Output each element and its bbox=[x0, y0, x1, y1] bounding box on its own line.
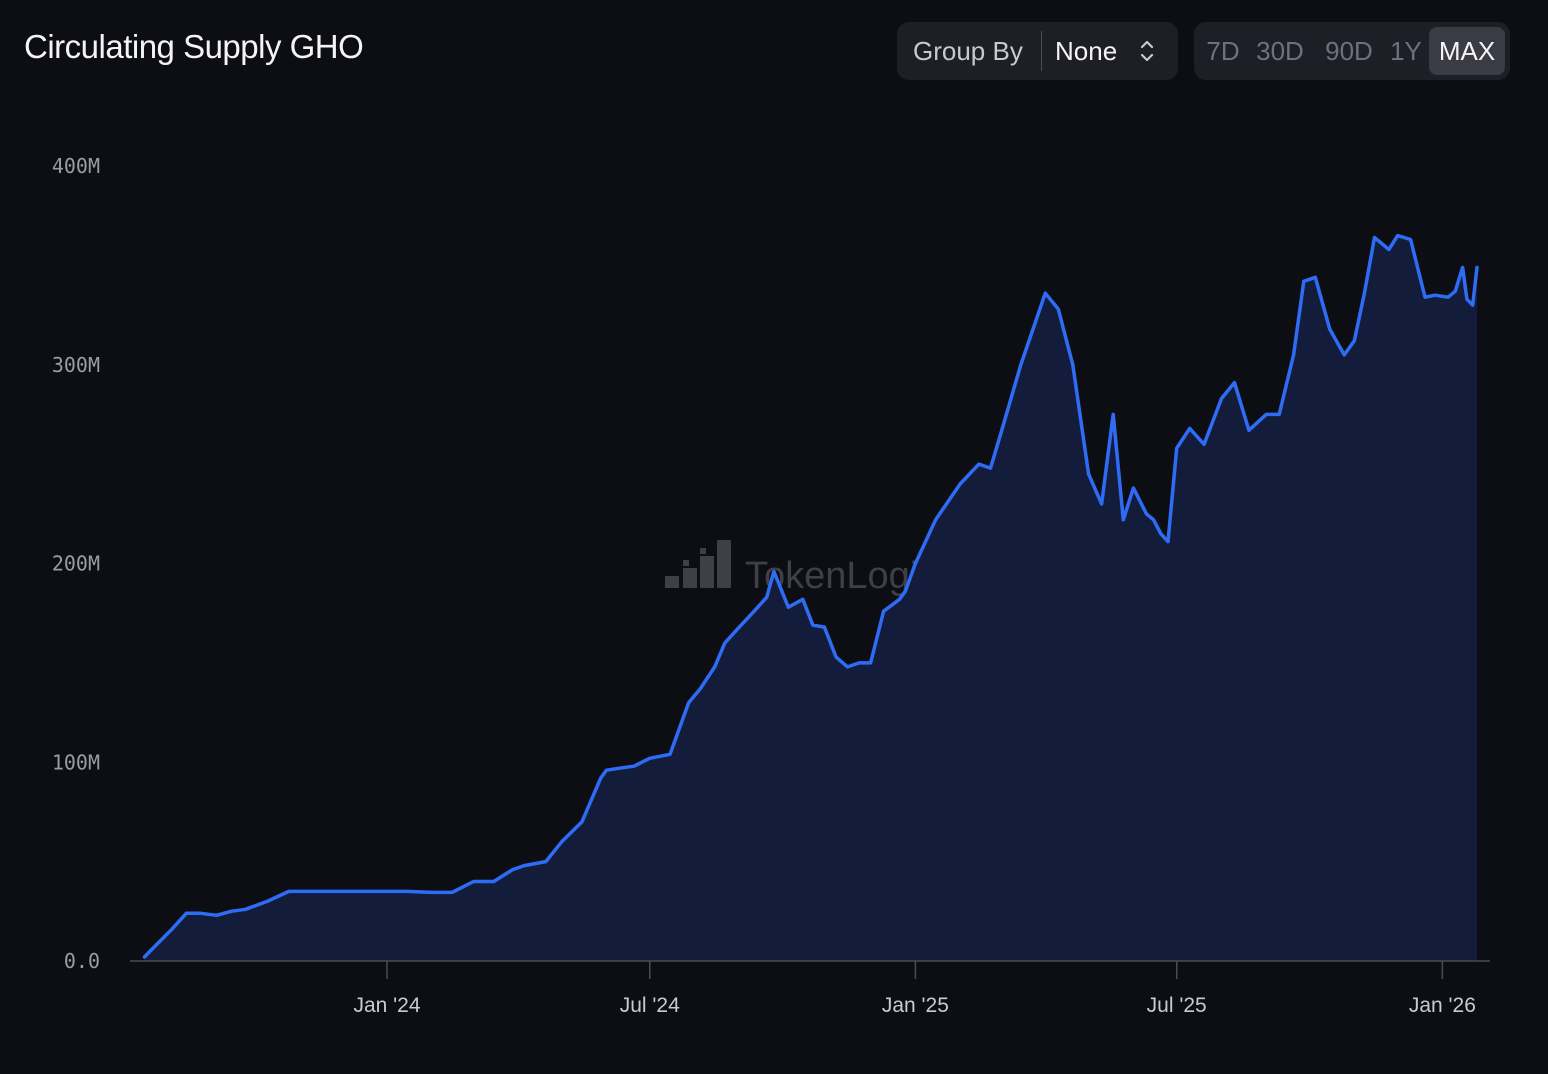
y-axis: 0.0 100M 200M 300M 400M bbox=[52, 154, 100, 973]
x-tick-label: Jan '24 bbox=[353, 994, 420, 1017]
y-tick-label: 400M bbox=[52, 154, 100, 178]
range-button-1y[interactable]: 1Y bbox=[1390, 36, 1422, 66]
y-tick-label: 200M bbox=[52, 552, 100, 576]
x-tick-label: Jul '24 bbox=[620, 994, 680, 1017]
x-axis: Jan '24 Jul '24 Jan '25 Jul '25 Jan '26 bbox=[353, 961, 1476, 1017]
chart-title: Circulating Supply GHO bbox=[24, 28, 364, 65]
x-tick-label: Jul '25 bbox=[1147, 994, 1207, 1017]
group-by-divider bbox=[1041, 31, 1042, 71]
y-tick-label: 300M bbox=[52, 353, 100, 377]
y-tick-label: 100M bbox=[52, 750, 100, 774]
range-button-7d[interactable]: 7D bbox=[1206, 36, 1240, 66]
group-by-label: Group By bbox=[913, 35, 1023, 66]
group-by-select[interactable]: Group By None bbox=[897, 22, 1178, 80]
group-by-value: None bbox=[1055, 35, 1118, 66]
y-tick-label: 0.0 bbox=[64, 949, 100, 973]
series-line bbox=[142, 233, 1479, 959]
time-range-selector: 7D 30D 90D 1Y MAX bbox=[1194, 22, 1510, 80]
x-tick-label: Jan '26 bbox=[1409, 994, 1476, 1017]
chevron-up-down-icon bbox=[1140, 40, 1154, 62]
watermark: TokenLogic bbox=[665, 540, 937, 597]
area-fill bbox=[144, 235, 1477, 962]
watermark-logo-icon bbox=[665, 540, 731, 588]
range-button-30d[interactable]: 30D bbox=[1256, 36, 1304, 66]
range-button-90d[interactable]: 90D bbox=[1325, 36, 1373, 66]
range-button-max[interactable]: MAX bbox=[1429, 27, 1505, 75]
x-tick-label: Jan '25 bbox=[882, 994, 949, 1017]
